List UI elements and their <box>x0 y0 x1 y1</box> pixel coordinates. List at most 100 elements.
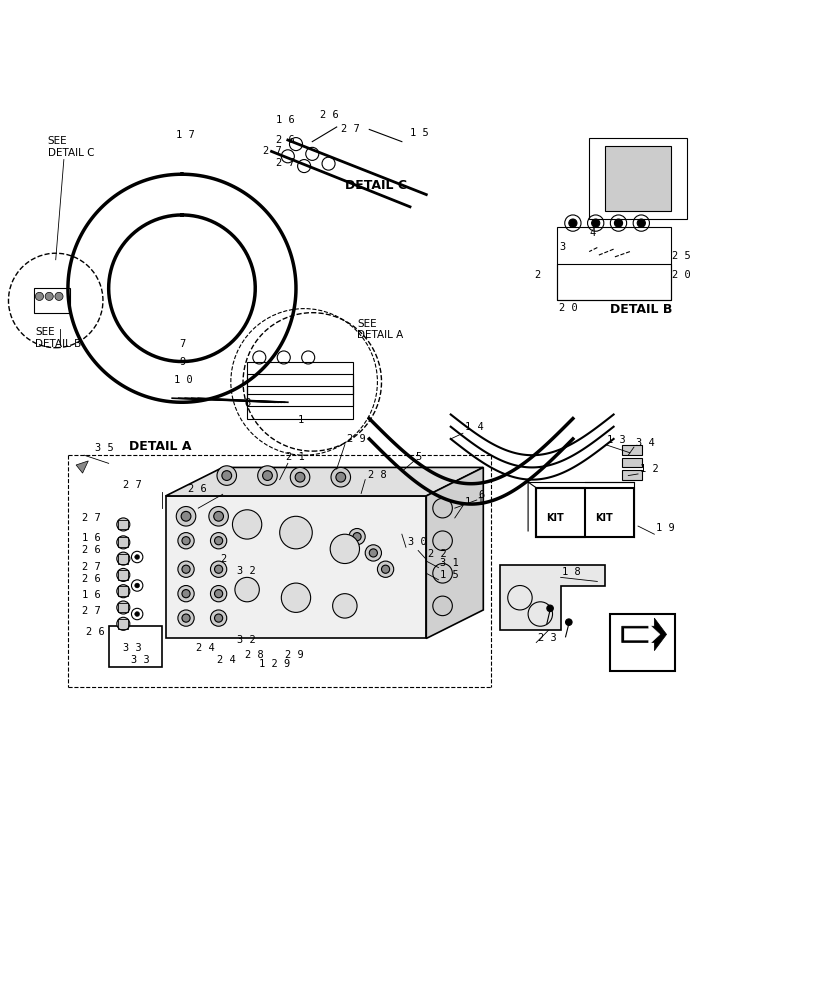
Text: 2 9: 2 9 <box>285 650 304 660</box>
Text: 2 4: 2 4 <box>196 643 215 653</box>
Bar <box>34 288 70 313</box>
Text: 2 9: 2 9 <box>347 434 365 444</box>
Circle shape <box>281 583 310 612</box>
Circle shape <box>289 138 302 151</box>
Text: 1: 1 <box>297 415 304 425</box>
Bar <box>118 603 128 612</box>
Text: 2 2: 2 2 <box>428 549 446 559</box>
Text: 3 3: 3 3 <box>122 643 141 653</box>
Circle shape <box>636 219 645 227</box>
Circle shape <box>215 614 223 622</box>
Text: 2 6: 2 6 <box>86 627 105 637</box>
Circle shape <box>232 510 261 539</box>
Circle shape <box>215 590 223 598</box>
Text: 2 0: 2 0 <box>672 270 690 280</box>
Bar <box>247 362 352 394</box>
Bar <box>247 374 352 406</box>
Text: 2 7: 2 7 <box>82 562 101 572</box>
Text: 3 1: 3 1 <box>440 558 459 568</box>
Text: 2 0: 2 0 <box>559 303 577 313</box>
Text: 1 6: 1 6 <box>275 115 294 125</box>
Text: 6: 6 <box>477 490 484 500</box>
Circle shape <box>262 471 272 480</box>
Circle shape <box>116 617 129 630</box>
Bar <box>247 386 352 419</box>
Text: SEE: SEE <box>356 319 376 329</box>
Text: DETAIL C: DETAIL C <box>345 179 406 192</box>
Polygon shape <box>426 467 482 638</box>
Text: DETAIL A: DETAIL A <box>356 330 403 340</box>
Text: 2 3: 2 3 <box>537 633 556 643</box>
Circle shape <box>178 610 194 626</box>
Bar <box>118 586 128 596</box>
Circle shape <box>182 614 190 622</box>
Circle shape <box>336 472 346 482</box>
Text: 3: 3 <box>559 242 564 252</box>
Circle shape <box>178 561 194 577</box>
Circle shape <box>134 583 139 588</box>
Text: 2: 2 <box>220 554 226 564</box>
Text: 1 2 9: 1 2 9 <box>259 659 290 669</box>
Circle shape <box>295 472 305 482</box>
Circle shape <box>432 596 452 616</box>
Circle shape <box>349 529 364 545</box>
Circle shape <box>55 292 63 300</box>
Circle shape <box>432 531 452 550</box>
Text: 2 8: 2 8 <box>244 650 263 660</box>
Circle shape <box>116 585 129 598</box>
Circle shape <box>176 507 196 526</box>
Circle shape <box>116 601 129 614</box>
Text: 1 6: 1 6 <box>82 533 101 543</box>
Circle shape <box>279 516 312 549</box>
Text: 2 6: 2 6 <box>82 545 101 555</box>
Circle shape <box>281 150 294 163</box>
Circle shape <box>352 533 360 541</box>
Circle shape <box>182 537 190 545</box>
Text: 2 4: 2 4 <box>217 655 235 665</box>
Circle shape <box>333 594 356 618</box>
Text: 1 6: 1 6 <box>82 590 101 600</box>
Text: 2 1: 2 1 <box>286 452 305 462</box>
Circle shape <box>209 507 229 526</box>
Circle shape <box>214 511 224 521</box>
Text: 2 8: 2 8 <box>367 470 386 480</box>
Text: 3 0: 3 0 <box>407 537 426 547</box>
Circle shape <box>182 590 190 598</box>
Circle shape <box>257 466 277 485</box>
Polygon shape <box>623 624 659 645</box>
Circle shape <box>432 564 452 583</box>
Text: 3 2: 3 2 <box>236 635 255 645</box>
Circle shape <box>546 605 553 612</box>
Circle shape <box>369 549 377 557</box>
Bar <box>109 626 161 667</box>
Circle shape <box>234 577 259 602</box>
Bar <box>621 445 641 455</box>
Circle shape <box>116 518 129 531</box>
Circle shape <box>210 586 227 602</box>
Circle shape <box>178 533 194 549</box>
Circle shape <box>134 555 139 559</box>
Circle shape <box>330 534 359 564</box>
Circle shape <box>215 565 223 573</box>
Bar <box>556 227 670 300</box>
Circle shape <box>377 561 393 577</box>
Text: 8: 8 <box>244 398 251 408</box>
Circle shape <box>210 610 227 626</box>
Polygon shape <box>165 467 482 496</box>
Bar <box>621 458 641 467</box>
Text: 2 5: 2 5 <box>672 251 690 261</box>
Bar <box>165 496 426 638</box>
Text: 2 7: 2 7 <box>82 606 101 616</box>
Text: SEE: SEE <box>35 327 55 337</box>
Circle shape <box>322 157 335 170</box>
Bar <box>118 570 128 580</box>
Bar <box>118 619 128 629</box>
Text: 7: 7 <box>179 339 186 349</box>
Bar <box>536 488 633 537</box>
Text: 1 8: 1 8 <box>562 567 581 577</box>
Circle shape <box>565 619 572 625</box>
Circle shape <box>182 565 190 573</box>
Circle shape <box>217 466 236 485</box>
Bar <box>589 138 686 219</box>
Text: 2 6: 2 6 <box>188 484 207 494</box>
